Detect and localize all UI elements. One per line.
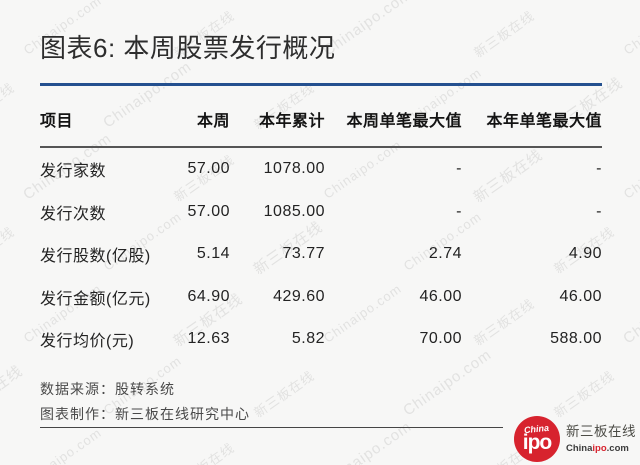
- cell-value: 5.14: [196, 245, 230, 263]
- column-header: 本年累计: [258, 113, 325, 130]
- cell-value: -: [596, 202, 602, 220]
- page-title: 图表6: 本周股票发行概况: [40, 33, 336, 63]
- cell-value: 57.00: [187, 160, 230, 178]
- footer-source-label: 数据来源：股转系统: [40, 381, 175, 397]
- footer-maker-label: 图表制作：新三板在线研究中心: [40, 406, 250, 422]
- title-accent-rule: [40, 83, 602, 86]
- logo-text-block: 新三板在线 Chinaipo.com: [566, 420, 636, 454]
- cell-value: 2.74: [428, 245, 462, 263]
- logo-site-mid: ipo: [592, 443, 607, 454]
- table-row: 发行家数 57.00 1078.00 - -: [40, 148, 602, 191]
- row-label: 发行次数: [40, 205, 107, 223]
- row-label: 发行股数(亿股): [40, 248, 151, 266]
- table-body: 发行家数 57.00 1078.00 - - 发行次数 57.00 1085.00 - - 发行股数…: [40, 148, 602, 361]
- chinaipo-badge-icon: China ipo: [514, 416, 560, 462]
- logo-site-text: Chinaipo.com: [566, 443, 629, 454]
- cell-value: -: [456, 202, 462, 220]
- cell-value: 429.60: [273, 287, 325, 305]
- issuance-table: 项目 本周 本年累计 本周单笔最大值 本年单笔最大值 发行家数 57.00 1078.00 -…: [40, 92, 602, 361]
- badge-main-text: ipo: [522, 431, 552, 454]
- column-header: 本周: [196, 113, 230, 130]
- cell-value: 57.00: [187, 202, 230, 220]
- cell-value: 64.90: [187, 287, 230, 305]
- cell-value: 46.00: [419, 287, 462, 305]
- cell-value: 1078.00: [263, 160, 325, 178]
- column-header: 本周单笔最大值: [346, 113, 462, 130]
- cell-value: -: [596, 160, 602, 178]
- cell-value: -: [456, 160, 462, 178]
- row-label: 发行金额(亿元): [40, 290, 151, 308]
- logo-site-prefix: China: [566, 443, 593, 454]
- row-label: 发行家数: [40, 163, 107, 181]
- table-header-row: 项目 本周 本年累计 本周单笔最大值 本年单笔最大值: [40, 92, 602, 148]
- cell-value: 70.00: [419, 330, 462, 348]
- table-row: 发行金额(亿元) 64.90 429.60 46.00 46.00: [40, 276, 602, 319]
- cell-value: 1085.00: [263, 202, 325, 220]
- cell-value: 5.82: [291, 330, 325, 348]
- chinaipo-logo: China ipo 新三板在线 Chinaipo.com: [514, 414, 636, 464]
- row-label: 发行均价(元): [40, 333, 135, 351]
- column-header: 本年单笔最大值: [486, 113, 602, 130]
- cell-value: 46.00: [559, 287, 602, 305]
- footer-rule: [40, 427, 503, 428]
- logo-name-cn: 新三板在线: [566, 424, 636, 439]
- cell-value: 4.90: [568, 245, 602, 263]
- table-row: 发行均价(元) 12.63 5.82 70.00 588.00: [40, 318, 602, 361]
- cell-value: 73.77: [282, 245, 325, 263]
- table-row: 发行次数 57.00 1085.00 - -: [40, 191, 602, 234]
- column-header: 项目: [40, 113, 74, 130]
- cell-value: 12.63: [187, 330, 230, 348]
- logo-site-suffix: .com: [606, 443, 629, 454]
- cell-value: 588.00: [550, 330, 602, 348]
- table-row: 发行股数(亿股) 5.14 73.77 2.74 4.90: [40, 233, 602, 276]
